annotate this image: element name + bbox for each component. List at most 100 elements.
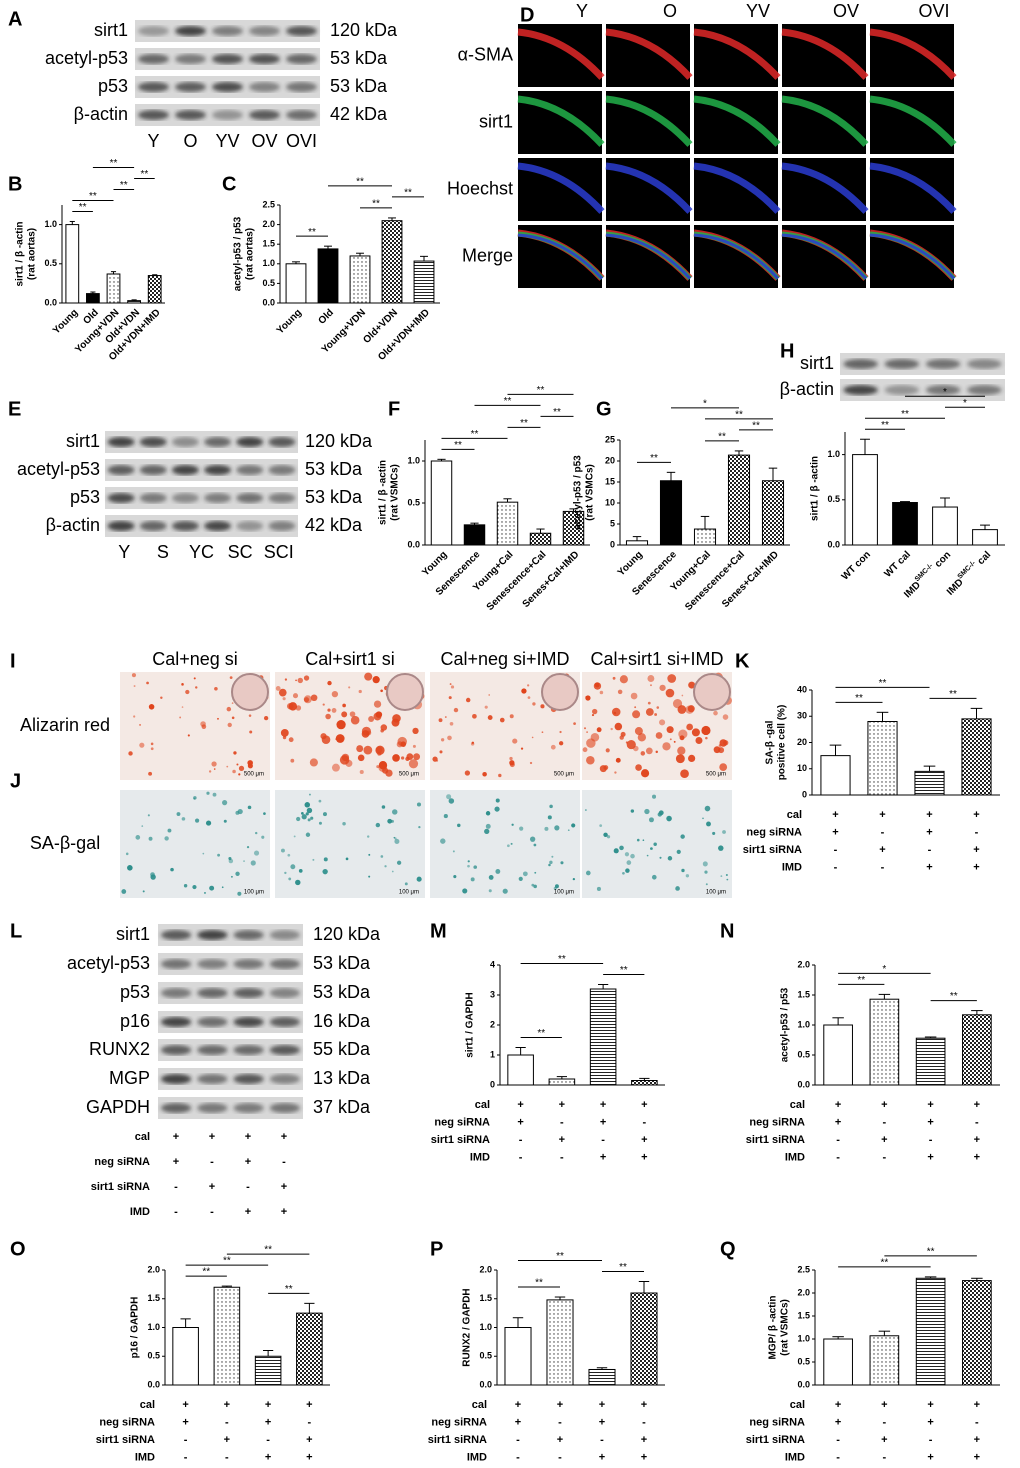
stain-spot (418, 826, 421, 829)
y-tick-label: 1.0 (827, 449, 840, 459)
condition-mark: - (883, 1151, 887, 1163)
bar (106, 273, 121, 304)
x-tick-label: Young (51, 307, 80, 336)
condition-mark: + (224, 1434, 230, 1446)
lane-label: SC (228, 542, 253, 562)
condition-label: IMD (467, 1451, 487, 1463)
stain-spot (148, 771, 153, 776)
blot-band (233, 988, 264, 998)
stain-spot (280, 848, 285, 853)
condition-mark: - (558, 1451, 562, 1463)
stain-spot (263, 715, 269, 721)
stain-spot (228, 858, 234, 864)
stain-spot (318, 821, 322, 825)
condition-label: cal (475, 1099, 490, 1111)
condition-mark: - (836, 1451, 840, 1463)
stain-spot (230, 875, 233, 878)
y-tick-label: 0.0 (827, 539, 840, 549)
condition-mark: - (883, 1451, 887, 1463)
condition-mark: - (834, 844, 838, 856)
stain-spot (139, 742, 145, 748)
blot-band (285, 26, 318, 36)
stain-spot (519, 826, 524, 831)
stain-spot (413, 753, 421, 761)
condition-mark: - (184, 1451, 188, 1463)
condition-mark: + (209, 1181, 215, 1193)
y-tick-label: 2.0 (479, 1264, 492, 1274)
stain-spot (704, 870, 708, 874)
condition-mark: + (973, 809, 979, 821)
blot-strip (840, 353, 1005, 375)
stain-spot (666, 726, 674, 734)
blot-band (967, 385, 1002, 395)
y-tick-label: 1.0 (797, 1019, 810, 1029)
stain-spot (725, 873, 728, 877)
condition-mark: - (516, 1451, 520, 1463)
blot-row-label: β-actin (74, 104, 128, 124)
blot-band (248, 26, 281, 36)
blot-kda: 53 kDa (330, 48, 388, 68)
stain-spot (150, 747, 154, 751)
stain-spot (232, 769, 236, 774)
stain-spot (613, 848, 619, 854)
bar (823, 1338, 853, 1386)
condition-mark: - (601, 1134, 605, 1146)
condition-mark: - (600, 1434, 604, 1446)
stain-spot (462, 888, 468, 894)
stain-spot (290, 864, 296, 870)
panel-label: J (10, 770, 21, 792)
blot-band (171, 521, 199, 531)
condition-mark: + (974, 1399, 980, 1411)
stain-spot (482, 771, 487, 777)
significance-label: ** (471, 429, 479, 440)
condition-mark: - (210, 1156, 214, 1168)
condition-label: neg siRNA (434, 1116, 490, 1128)
significance-label: ** (202, 1267, 210, 1278)
significance-label: ** (879, 678, 887, 689)
scale-label: 100 μm (554, 890, 574, 896)
condition-mark: - (975, 1416, 979, 1428)
panel-label: N (720, 920, 734, 942)
stain-spot (440, 738, 445, 742)
blot-band (107, 465, 135, 475)
stain-spot (667, 856, 673, 861)
y-tick-label: 2.5 (262, 199, 275, 209)
stain-spot (345, 857, 349, 861)
stain-spot (484, 828, 490, 834)
stain-spot (644, 808, 650, 815)
significance-label: ** (556, 1251, 564, 1262)
blot-row-label: acetyl-p53 (17, 459, 100, 479)
tissue (693, 28, 781, 80)
stain-spot (397, 736, 407, 747)
condition-mark: + (926, 809, 932, 821)
stain-spot (533, 884, 537, 889)
stain-spot (432, 756, 438, 762)
stain-spot (529, 836, 536, 842)
stain-image (430, 790, 580, 898)
blot-strip (105, 515, 298, 537)
significance-label: ** (356, 177, 364, 188)
blot-band (197, 930, 228, 940)
stain-spot (453, 707, 459, 713)
condition-mark: + (879, 809, 885, 821)
tissue (781, 28, 869, 80)
stain-spot (547, 815, 552, 820)
condition-mark: + (641, 1099, 647, 1111)
y-tick-label: 1 (490, 1049, 495, 1059)
stain-spot (655, 750, 658, 754)
y-tick-label: 0 (610, 539, 615, 549)
blot-band (233, 1103, 264, 1113)
tissue (605, 233, 692, 280)
row-label: Merge (462, 245, 513, 265)
stain-spot (339, 755, 350, 765)
condition-label: sirt1 siRNA (96, 1434, 155, 1446)
stain-spot (195, 686, 198, 689)
stain-spot (521, 688, 527, 694)
condition-label: sirt1 siRNA (431, 1134, 490, 1146)
stain-spot (464, 770, 471, 776)
stain-spot (384, 865, 387, 868)
blot-band (197, 1017, 228, 1027)
stain-spot (453, 875, 457, 879)
stain-spot (495, 869, 501, 874)
stain-spot (637, 733, 647, 742)
